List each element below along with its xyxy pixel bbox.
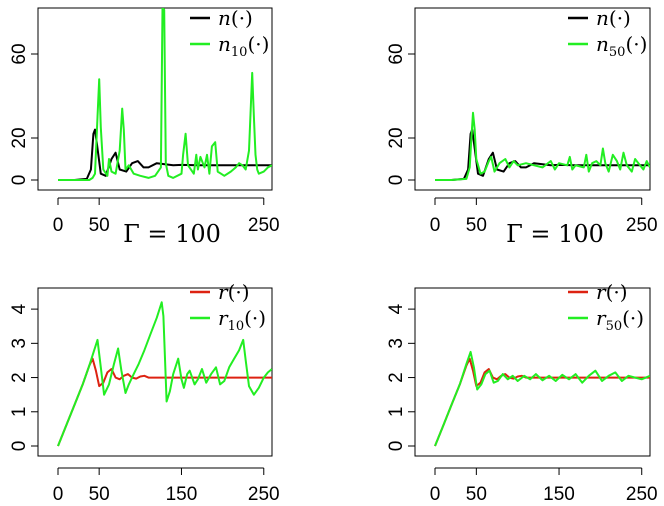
gamma-caption: Γ = 100 xyxy=(123,220,221,248)
legend-arg: (·) xyxy=(228,280,250,304)
x-tick-label: 50 xyxy=(466,484,487,505)
series-group xyxy=(434,350,650,447)
x-tick-label: 0 xyxy=(430,215,441,236)
legend-arg: (·) xyxy=(622,306,644,330)
legend-base: r xyxy=(596,306,607,330)
legend-label: n10(·) xyxy=(218,32,269,60)
legend-subscript: 50 xyxy=(606,319,623,334)
legend-label: n(·) xyxy=(596,6,631,30)
series-line-1 xyxy=(58,8,272,181)
legend-label: r(·) xyxy=(218,280,250,304)
y-tick-label: 0 xyxy=(386,441,407,452)
legend-label: r10(·) xyxy=(218,306,266,334)
plot-frame xyxy=(37,7,273,191)
legend-arg: (·) xyxy=(606,280,628,304)
legend-arg: (·) xyxy=(625,32,647,56)
x-tick-label: 50 xyxy=(89,215,110,236)
legend-base: n xyxy=(596,32,609,56)
legend-subscript: 10 xyxy=(228,319,245,334)
legend-base: r xyxy=(218,280,229,304)
series-line-1 xyxy=(434,350,650,447)
series-group xyxy=(435,111,650,181)
y-tick-label: 0 xyxy=(9,441,30,452)
legend-base: n xyxy=(218,6,231,30)
y-tick-label: 60 xyxy=(9,43,30,64)
x-tick-label: 0 xyxy=(430,484,441,505)
legend-arg: (·) xyxy=(231,6,253,30)
x-tick-label: 250 xyxy=(626,484,658,505)
y-tick-label: 20 xyxy=(9,127,30,148)
y-tick-label: 4 xyxy=(9,303,30,314)
legend-base: n xyxy=(218,32,231,56)
y-tick-label: 2 xyxy=(9,372,30,383)
legend-label: r50(·) xyxy=(596,306,644,334)
y-tick-label: 1 xyxy=(386,406,407,417)
x-tick-label: 50 xyxy=(466,215,487,236)
y-tick-label: 2 xyxy=(386,372,407,383)
legend-subscript: 10 xyxy=(231,45,248,60)
legend-arg: (·) xyxy=(247,32,269,56)
legend-label: n(·) xyxy=(218,6,253,30)
series-line-1 xyxy=(57,301,272,447)
y-tick-label: 60 xyxy=(386,43,407,64)
legend-label: n50(·) xyxy=(596,32,647,60)
x-tick-label: 0 xyxy=(53,484,64,505)
gamma-caption: Γ = 100 xyxy=(506,220,604,248)
y-tick-label: 20 xyxy=(386,127,407,148)
legend-base: r xyxy=(218,306,229,330)
legend-subscript: 50 xyxy=(609,45,626,60)
plot-frame xyxy=(414,287,651,457)
series-group xyxy=(58,8,272,181)
x-tick-label: 150 xyxy=(166,484,198,505)
y-tick-label: 0 xyxy=(386,175,407,186)
legend-label: r(·) xyxy=(596,280,628,304)
legend-base: n xyxy=(596,6,609,30)
y-tick-label: 0 xyxy=(9,175,30,186)
series-group xyxy=(57,301,272,447)
y-tick-label: 3 xyxy=(9,338,30,349)
legend-base: r xyxy=(596,280,607,304)
plot-frame xyxy=(414,7,651,191)
y-tick-label: 4 xyxy=(386,303,407,314)
y-tick-label: 3 xyxy=(386,338,407,349)
legend-arg: (·) xyxy=(244,306,266,330)
x-tick-label: 150 xyxy=(543,484,575,505)
plot-frame xyxy=(37,287,273,457)
x-tick-label: 250 xyxy=(248,484,280,505)
x-tick-label: 250 xyxy=(626,215,658,236)
series-line-0 xyxy=(434,357,650,447)
series-line-1 xyxy=(435,111,650,181)
x-tick-label: 0 xyxy=(53,215,64,236)
y-tick-label: 1 xyxy=(9,406,30,417)
x-tick-label: 250 xyxy=(248,215,280,236)
x-tick-label: 50 xyxy=(89,484,110,505)
legend-arg: (·) xyxy=(609,6,631,30)
